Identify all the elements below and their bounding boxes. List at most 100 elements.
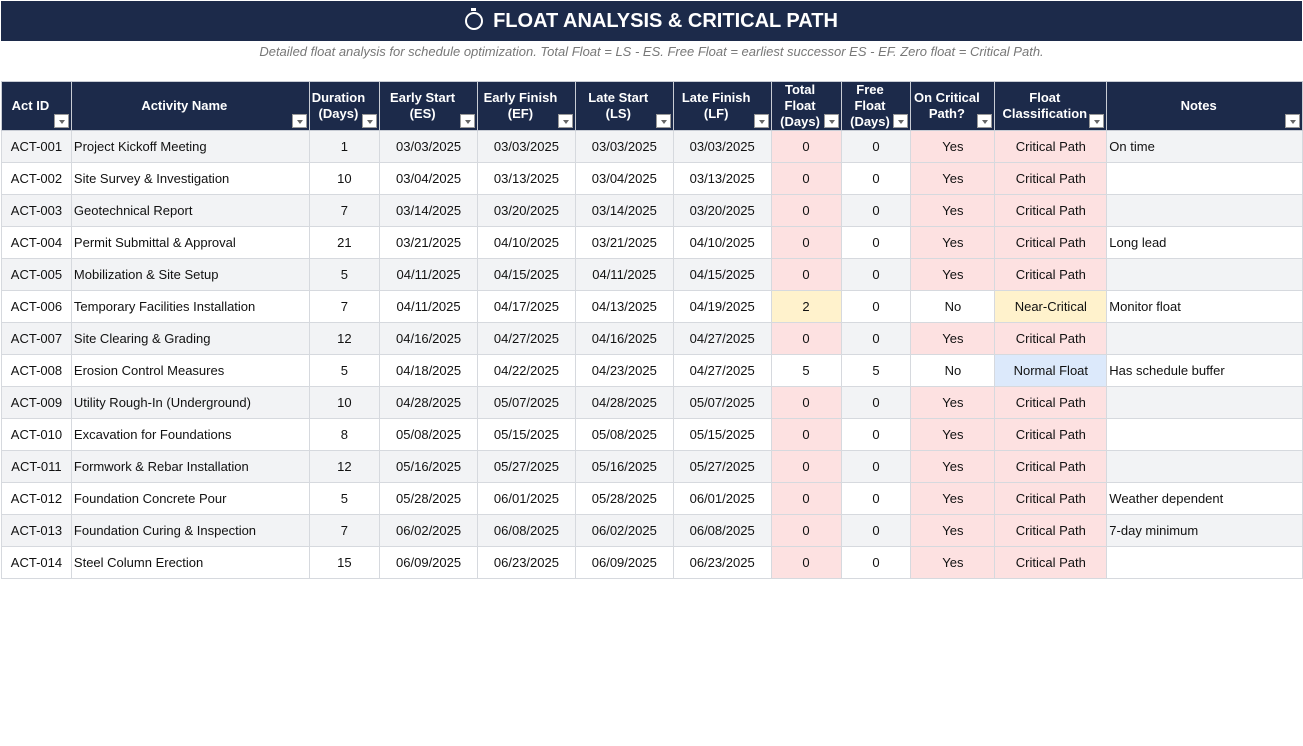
column-header-early-finish[interactable]: Early Finish (EF): [477, 81, 576, 131]
cell-early-start[interactable]: 04/11/2025: [379, 258, 478, 291]
cell-activity-name[interactable]: Temporary Facilities Installation: [70, 290, 310, 323]
column-header-total-float[interactable]: Total Float (Days): [770, 81, 842, 131]
cell-late-start[interactable]: 04/16/2025: [574, 322, 674, 355]
cell-on-critical-path[interactable]: Yes: [910, 514, 996, 547]
cell-on-critical-path[interactable]: No: [910, 354, 996, 387]
filter-dropdown-icon[interactable]: [53, 114, 69, 128]
cell-late-finish[interactable]: 04/10/2025: [672, 226, 772, 259]
cell-act-id[interactable]: ACT-014: [1, 546, 72, 579]
filter-dropdown-icon[interactable]: [753, 114, 769, 128]
cell-act-id[interactable]: ACT-011: [1, 450, 72, 483]
filter-dropdown-icon[interactable]: [1089, 114, 1105, 128]
cell-late-finish[interactable]: 06/01/2025: [672, 482, 772, 515]
cell-act-id[interactable]: ACT-013: [1, 514, 72, 547]
cell-early-start[interactable]: 05/08/2025: [379, 418, 478, 451]
column-header-float-classification[interactable]: Float Classification: [994, 81, 1108, 131]
cell-float-classification[interactable]: Critical Path: [994, 418, 1108, 451]
filter-dropdown-icon[interactable]: [460, 114, 475, 128]
cell-late-start[interactable]: 03/04/2025: [574, 162, 674, 195]
cell-total-float[interactable]: 0: [770, 514, 842, 547]
cell-late-start[interactable]: 04/11/2025: [574, 258, 674, 291]
cell-notes[interactable]: [1106, 258, 1303, 291]
cell-duration[interactable]: 8: [308, 418, 381, 451]
cell-notes[interactable]: Weather dependent: [1106, 482, 1303, 515]
cell-free-float[interactable]: 0: [840, 482, 912, 515]
cell-float-classification[interactable]: Critical Path: [994, 450, 1108, 483]
cell-float-classification[interactable]: Critical Path: [994, 162, 1108, 195]
filter-dropdown-icon[interactable]: [362, 114, 378, 128]
cell-early-start[interactable]: 03/03/2025: [379, 130, 478, 163]
cell-duration[interactable]: 7: [308, 290, 381, 323]
cell-act-id[interactable]: ACT-006: [1, 290, 72, 323]
cell-late-start[interactable]: 05/16/2025: [574, 450, 674, 483]
cell-total-float[interactable]: 0: [770, 418, 842, 451]
cell-free-float[interactable]: 0: [840, 514, 912, 547]
cell-total-float[interactable]: 0: [770, 258, 842, 291]
cell-notes[interactable]: Has schedule buffer: [1106, 354, 1303, 387]
cell-float-classification[interactable]: Critical Path: [994, 546, 1108, 579]
cell-duration[interactable]: 5: [308, 482, 381, 515]
cell-late-finish[interactable]: 05/27/2025: [672, 450, 772, 483]
cell-early-finish[interactable]: 04/17/2025: [477, 290, 576, 323]
cell-total-float[interactable]: 0: [770, 226, 842, 259]
cell-free-float[interactable]: 0: [840, 258, 912, 291]
cell-early-start[interactable]: 04/18/2025: [379, 354, 478, 387]
filter-dropdown-icon[interactable]: [655, 114, 671, 128]
cell-on-critical-path[interactable]: No: [910, 290, 996, 323]
cell-early-finish[interactable]: 05/15/2025: [477, 418, 576, 451]
column-header-free-float[interactable]: Free Float (Days): [840, 81, 912, 131]
cell-late-finish[interactable]: 03/20/2025: [672, 194, 772, 227]
cell-activity-name[interactable]: Foundation Concrete Pour: [70, 482, 310, 515]
cell-on-critical-path[interactable]: Yes: [910, 194, 996, 227]
cell-notes[interactable]: [1106, 386, 1303, 419]
cell-early-finish[interactable]: 03/03/2025: [477, 130, 576, 163]
cell-float-classification[interactable]: Critical Path: [994, 194, 1108, 227]
cell-notes[interactable]: [1106, 162, 1303, 195]
cell-late-finish[interactable]: 05/07/2025: [672, 386, 772, 419]
cell-float-classification[interactable]: Critical Path: [994, 258, 1108, 291]
cell-notes[interactable]: On time: [1106, 130, 1303, 163]
cell-float-classification[interactable]: Critical Path: [994, 226, 1108, 259]
filter-dropdown-icon[interactable]: [557, 114, 573, 128]
cell-activity-name[interactable]: Steel Column Erection: [70, 546, 310, 579]
cell-free-float[interactable]: 0: [840, 450, 912, 483]
cell-duration[interactable]: 7: [308, 194, 381, 227]
cell-activity-name[interactable]: Site Survey & Investigation: [70, 162, 310, 195]
cell-act-id[interactable]: ACT-001: [1, 130, 72, 163]
column-header-late-finish[interactable]: Late Finish (LF): [672, 81, 772, 131]
cell-early-finish[interactable]: 06/23/2025: [477, 546, 576, 579]
cell-early-start[interactable]: 03/21/2025: [379, 226, 478, 259]
filter-dropdown-icon[interactable]: [1285, 114, 1300, 128]
cell-late-finish[interactable]: 03/13/2025: [672, 162, 772, 195]
cell-early-finish[interactable]: 04/15/2025: [477, 258, 576, 291]
cell-duration[interactable]: 10: [308, 162, 381, 195]
cell-on-critical-path[interactable]: Yes: [910, 546, 996, 579]
column-header-activity-name[interactable]: Activity Name: [70, 81, 310, 131]
cell-duration[interactable]: 21: [308, 226, 381, 259]
cell-notes[interactable]: Monitor float: [1106, 290, 1303, 323]
cell-activity-name[interactable]: Site Clearing & Grading: [70, 322, 310, 355]
cell-on-critical-path[interactable]: Yes: [910, 450, 996, 483]
cell-on-critical-path[interactable]: Yes: [910, 418, 996, 451]
cell-late-start[interactable]: 06/02/2025: [574, 514, 674, 547]
cell-notes[interactable]: [1106, 194, 1303, 227]
cell-notes[interactable]: 7-day minimum: [1106, 514, 1303, 547]
cell-early-start[interactable]: 03/14/2025: [379, 194, 478, 227]
cell-late-start[interactable]: 05/08/2025: [574, 418, 674, 451]
cell-float-classification[interactable]: Critical Path: [994, 514, 1108, 547]
cell-notes[interactable]: [1106, 418, 1303, 451]
cell-float-classification[interactable]: Critical Path: [994, 482, 1108, 515]
cell-total-float[interactable]: 0: [770, 482, 842, 515]
cell-early-start[interactable]: 03/04/2025: [379, 162, 478, 195]
cell-total-float[interactable]: 0: [770, 386, 842, 419]
cell-early-start[interactable]: 05/28/2025: [379, 482, 478, 515]
cell-float-classification[interactable]: Normal Float: [994, 354, 1108, 387]
cell-late-finish[interactable]: 04/27/2025: [672, 322, 772, 355]
cell-activity-name[interactable]: Utility Rough-In (Underground): [70, 386, 310, 419]
cell-early-finish[interactable]: 05/07/2025: [477, 386, 576, 419]
cell-free-float[interactable]: 0: [840, 130, 912, 163]
cell-notes[interactable]: [1106, 546, 1303, 579]
cell-free-float[interactable]: 0: [840, 386, 912, 419]
cell-total-float[interactable]: 0: [770, 130, 842, 163]
cell-duration[interactable]: 7: [308, 514, 381, 547]
